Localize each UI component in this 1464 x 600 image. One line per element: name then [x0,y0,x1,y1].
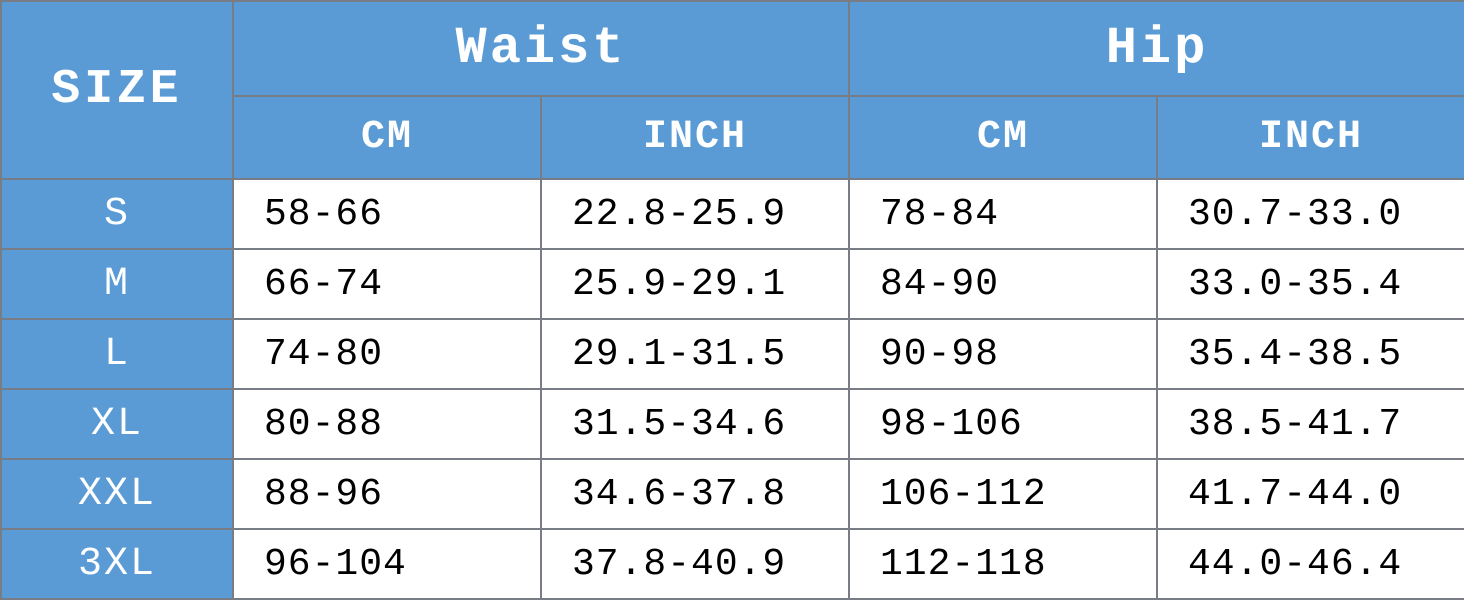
size-label: XL [1,389,233,459]
size-label: M [1,249,233,319]
cell-waist-in: 25.9-29.1 [541,249,849,319]
cell-waist-in: 29.1-31.5 [541,319,849,389]
cell-waist-in: 22.8-25.9 [541,179,849,249]
header-waist-inch: INCH [541,96,849,179]
size-chart-table: SIZE Waist Hip CM INCH CM INCH S 58-66 2… [0,0,1464,600]
size-label: 3XL [1,529,233,599]
cell-hip-cm: 98-106 [849,389,1157,459]
table-row: XL 80-88 31.5-34.6 98-106 38.5-41.7 [1,389,1464,459]
header-hip: Hip [849,1,1464,96]
cell-waist-cm: 80-88 [233,389,541,459]
cell-waist-cm: 66-74 [233,249,541,319]
cell-hip-in: 41.7-44.0 [1157,459,1464,529]
cell-hip-in: 30.7-33.0 [1157,179,1464,249]
header-hip-cm: CM [849,96,1157,179]
size-label: L [1,319,233,389]
cell-waist-cm: 58-66 [233,179,541,249]
table-row: M 66-74 25.9-29.1 84-90 33.0-35.4 [1,249,1464,319]
table-row: L 74-80 29.1-31.5 90-98 35.4-38.5 [1,319,1464,389]
cell-hip-cm: 90-98 [849,319,1157,389]
table-row: 3XL 96-104 37.8-40.9 112-118 44.0-46.4 [1,529,1464,599]
cell-waist-cm: 74-80 [233,319,541,389]
cell-hip-cm: 112-118 [849,529,1157,599]
cell-waist-in: 31.5-34.6 [541,389,849,459]
table-row: S 58-66 22.8-25.9 78-84 30.7-33.0 [1,179,1464,249]
cell-hip-in: 44.0-46.4 [1157,529,1464,599]
cell-hip-in: 35.4-38.5 [1157,319,1464,389]
header-waist: Waist [233,1,849,96]
header-hip-inch: INCH [1157,96,1464,179]
cell-hip-cm: 78-84 [849,179,1157,249]
cell-waist-in: 37.8-40.9 [541,529,849,599]
cell-waist-in: 34.6-37.8 [541,459,849,529]
cell-hip-cm: 106-112 [849,459,1157,529]
cell-waist-cm: 88-96 [233,459,541,529]
header-waist-cm: CM [233,96,541,179]
cell-hip-cm: 84-90 [849,249,1157,319]
cell-waist-cm: 96-104 [233,529,541,599]
header-size: SIZE [1,1,233,179]
cell-hip-in: 33.0-35.4 [1157,249,1464,319]
cell-hip-in: 38.5-41.7 [1157,389,1464,459]
size-label: S [1,179,233,249]
size-label: XXL [1,459,233,529]
table-row: XXL 88-96 34.6-37.8 106-112 41.7-44.0 [1,459,1464,529]
